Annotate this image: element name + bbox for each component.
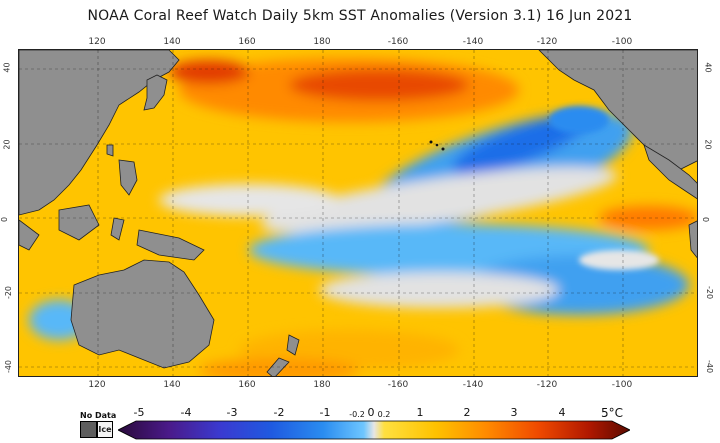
lat-label-right-m40: -40: [705, 359, 715, 374]
lon-label-top-120: 120: [88, 37, 106, 47]
legend-label-m0-2: -0.2: [349, 410, 365, 419]
legend-label-1: 1: [416, 406, 424, 419]
anomaly-neutral-west: [159, 184, 339, 216]
land-south-america: [688, 220, 697, 259]
legend-label-0-2: 0.2: [377, 410, 391, 419]
legend-label-m4: -4: [180, 406, 192, 419]
lat-label-left-m40: -40: [4, 359, 14, 374]
legend-label-m1: -1: [319, 406, 331, 419]
lon-label-bottom-160: 160: [238, 380, 256, 390]
map-title: NOAA Coral Reef Watch Daily 5km SST Anom…: [87, 8, 633, 24]
anomaly-cool-ne-core: [452, 115, 586, 175]
legend-label-0: 0: [367, 406, 375, 419]
legend-label-2: 2: [463, 406, 471, 419]
land-north-america: [538, 50, 697, 171]
legend-ice-swatch: Ice: [97, 421, 113, 438]
land-australia: [70, 259, 215, 369]
island-hawaii: [429, 140, 433, 144]
lon-label-top-160: 160: [238, 37, 256, 47]
lat-label-right-m20: -20: [705, 285, 715, 300]
land-new-zealand-north: [286, 334, 300, 356]
legend-color-scale: [118, 420, 630, 440]
land-sumatra: [19, 219, 40, 251]
lon-label-bottom-180: 180: [313, 380, 331, 390]
legend-label-3: 3: [510, 406, 518, 419]
lat-label-left-0: 0: [0, 216, 10, 223]
lat-label-left-m20: -20: [4, 285, 14, 300]
island-hawaii-3: [441, 147, 445, 151]
legend-label-5c: 5°C: [600, 406, 624, 420]
legend-gradient-bar: [118, 420, 630, 440]
lon-label-top-180: 180: [313, 37, 331, 47]
land-new-guinea: [136, 229, 205, 261]
land-borneo: [58, 204, 100, 241]
legend-label-m5: -5: [133, 406, 145, 419]
lat-label-right-40: 40: [703, 62, 713, 73]
legend-label-m2: -2: [273, 406, 285, 419]
lat-label-left-20: 20: [2, 139, 12, 150]
lon-label-bottom-m160: -160: [387, 380, 409, 390]
anomaly-cool-ne-patch: [549, 106, 609, 134]
lon-label-top-m160: -160: [387, 37, 409, 47]
land-philippines: [118, 159, 138, 196]
anomaly-neutral-mid: [579, 250, 659, 270]
lon-label-bottom-m140: -140: [462, 380, 484, 390]
legend-label-m3: -3: [226, 406, 238, 419]
lon-label-bottom-140: 140: [163, 380, 181, 390]
legend-ice-label: Ice: [98, 425, 112, 434]
lon-label-bottom-m120: -120: [536, 380, 558, 390]
lon-label-top-m120: -120: [536, 37, 558, 47]
anomaly-neutral-south: [319, 272, 559, 308]
lon-label-top-140: 140: [163, 37, 181, 47]
anomaly-warm-eastern: [599, 206, 697, 230]
lat-label-left-40: 40: [2, 62, 12, 73]
land-japan: [143, 74, 168, 111]
lon-label-bottom-120: 120: [88, 380, 106, 390]
lat-label-right-0: 0: [701, 216, 711, 223]
legend-no-data-swatch: [80, 421, 97, 438]
lat-label-right-20: 20: [703, 139, 713, 150]
legend-no-data-label: No Data: [80, 411, 117, 420]
land-taiwan: [106, 144, 114, 157]
lon-label-bottom-m100: -100: [611, 380, 633, 390]
anomaly-hot-core: [289, 69, 469, 101]
island-hawaii-2: [435, 143, 439, 147]
land-asia: [19, 50, 180, 216]
land-central-america: [643, 144, 697, 200]
lon-label-top-m140: -140: [462, 37, 484, 47]
anomaly-hot-kuroshio: [169, 60, 249, 84]
sst-anomaly-map: [18, 49, 698, 377]
legend-label-4: 4: [558, 406, 566, 419]
anomaly-neutral-band: [260, 166, 618, 234]
land-sulawesi: [110, 217, 125, 241]
lon-label-top-m100: -100: [611, 37, 633, 47]
